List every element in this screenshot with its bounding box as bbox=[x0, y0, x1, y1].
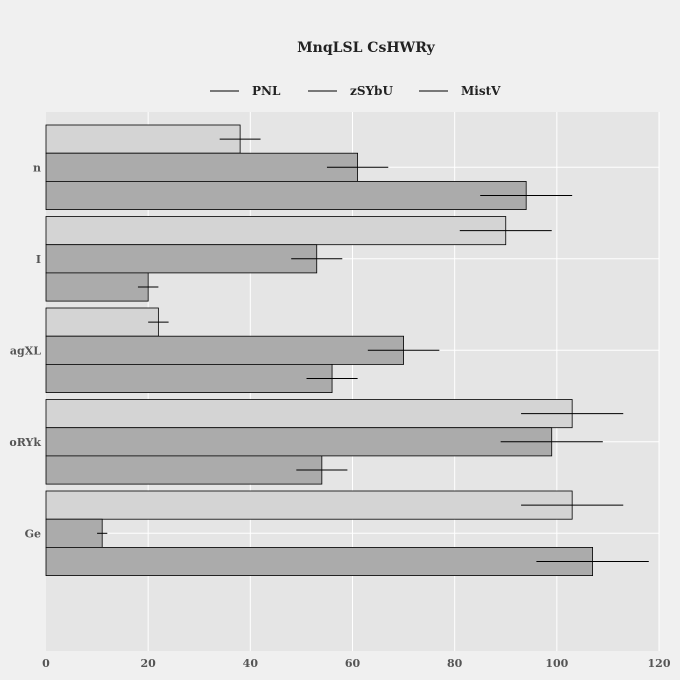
bar-PNL-n bbox=[45, 124, 241, 154]
x-tick-label-2: 40 bbox=[243, 657, 259, 670]
legend: PNL zSYbU MistV bbox=[210, 84, 501, 98]
bar-MistV-oRYk bbox=[45, 455, 323, 485]
legend-label-MistV: MistV bbox=[461, 84, 501, 98]
y-tick-label-3: oRYk bbox=[9, 436, 41, 449]
bar-MistV-agXL bbox=[45, 363, 333, 393]
x-tick-label-5: 100 bbox=[545, 657, 568, 670]
bar-PNL-Ge bbox=[45, 490, 573, 520]
x-tick-label-4: 80 bbox=[447, 657, 463, 670]
bar-zSYbU-n bbox=[45, 152, 359, 182]
y-tick-label-1: I bbox=[36, 253, 41, 266]
bar-MistV-Ge bbox=[45, 547, 593, 577]
bar-zSYbU-Ge bbox=[45, 518, 103, 548]
bar-PNL-oRYk bbox=[45, 399, 573, 429]
bars bbox=[45, 124, 593, 577]
bar-MistV-I bbox=[45, 272, 149, 302]
x-tick-label-1: 20 bbox=[141, 657, 157, 670]
bar-PNL-agXL bbox=[45, 307, 159, 337]
x-tick-label-0: 0 bbox=[42, 657, 50, 670]
bar-MistV-n bbox=[45, 180, 527, 210]
bar-zSYbU-I bbox=[45, 244, 318, 274]
y-tick-label-0: n bbox=[33, 161, 41, 174]
x-tick-label-3: 60 bbox=[345, 657, 361, 670]
bar-zSYbU-agXL bbox=[45, 335, 404, 365]
y-tick-label-4: Ge bbox=[25, 527, 41, 540]
x-tick-label-6: 120 bbox=[648, 657, 671, 670]
bar-zSYbU-oRYk bbox=[45, 427, 553, 457]
legend-label-zSYbU: zSYbU bbox=[350, 84, 393, 98]
y-tick-label-2: agXL bbox=[10, 344, 41, 357]
bar-PNL-I bbox=[45, 216, 507, 246]
x-axis-ticks: 0 20 40 60 80 100 120 bbox=[42, 657, 671, 670]
chart-title: MnqLSL CsHWRy bbox=[297, 40, 436, 56]
error-bars bbox=[97, 138, 649, 562]
legend-label-PNL: PNL bbox=[252, 84, 281, 98]
